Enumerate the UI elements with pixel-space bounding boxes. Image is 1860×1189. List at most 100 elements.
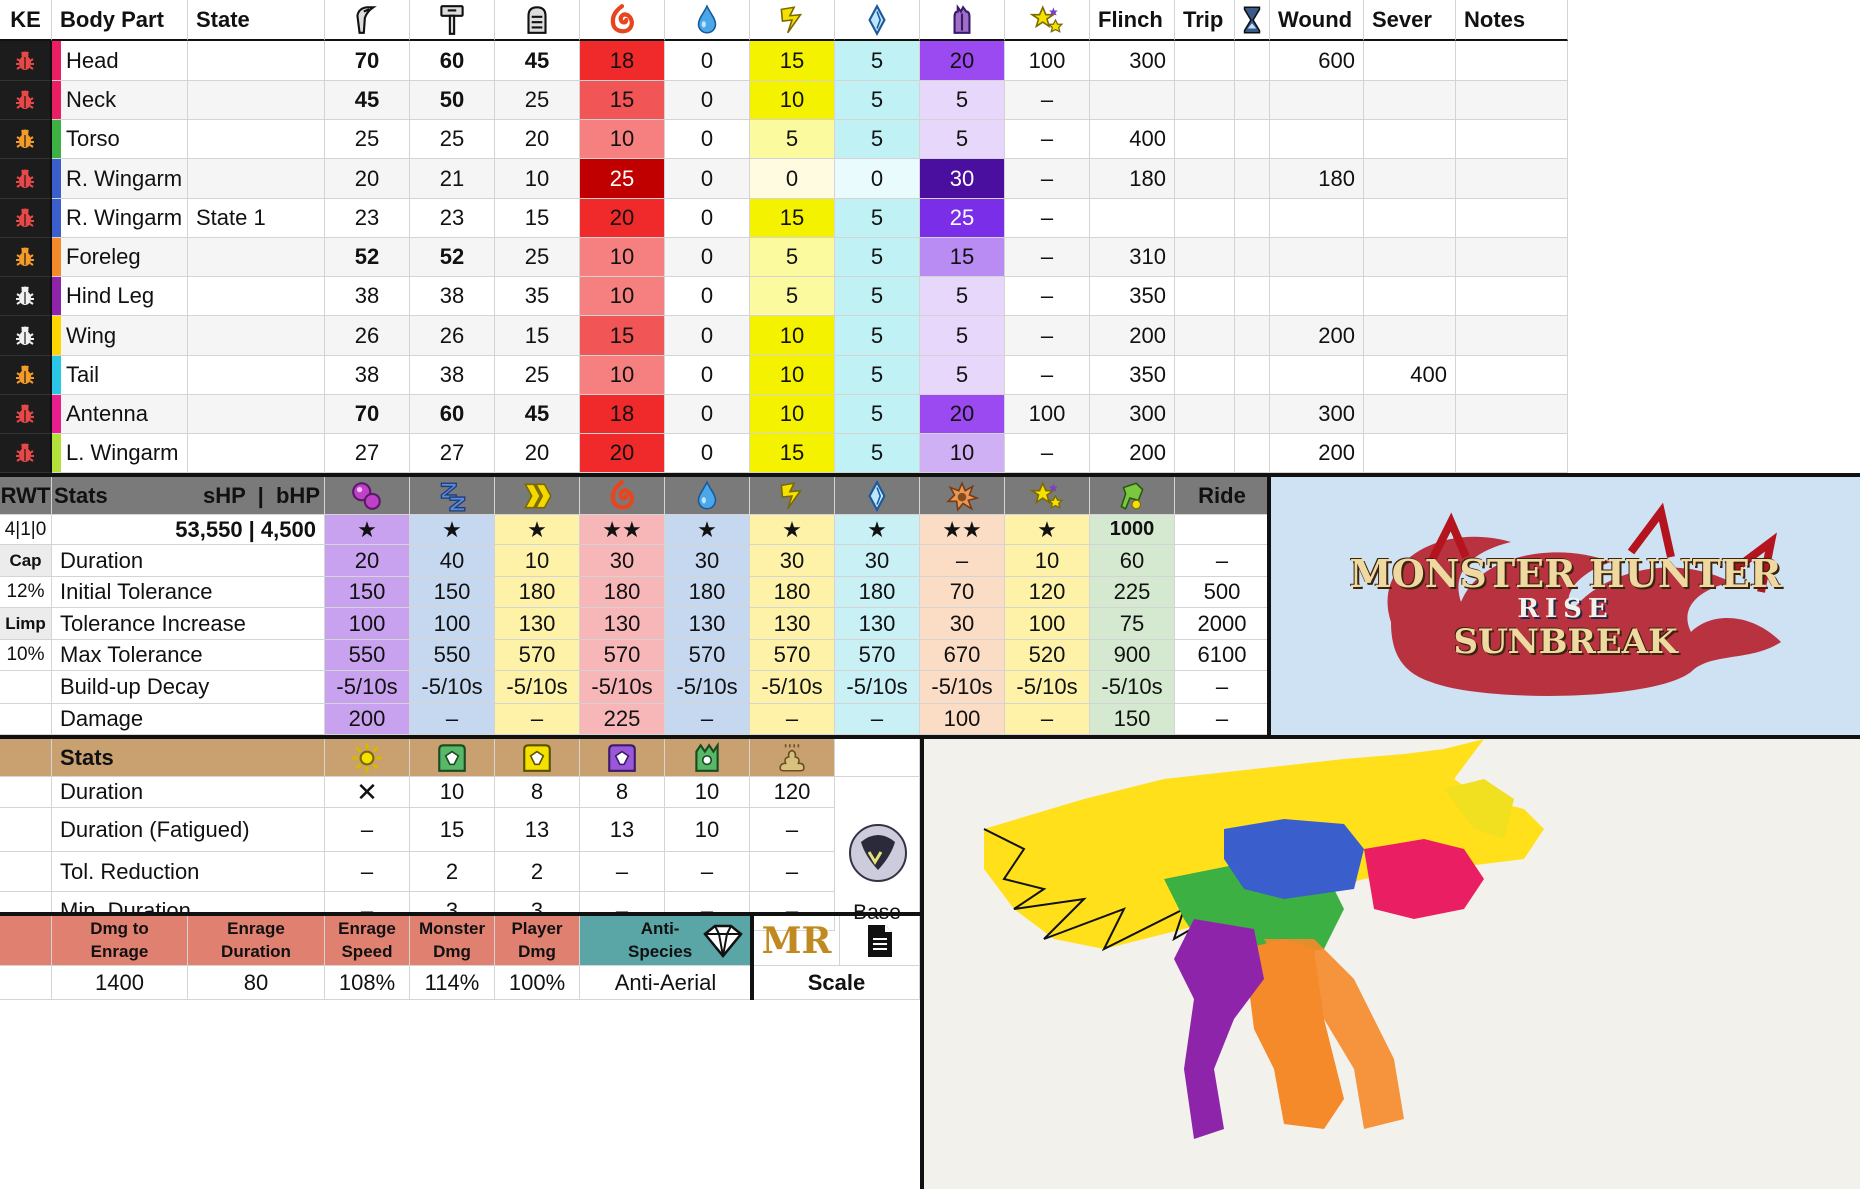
body-part-label: Hind Leg	[66, 283, 155, 308]
trap-stat-value: –	[580, 852, 665, 892]
wound-value	[1270, 81, 1364, 120]
sever-threshold-value	[1364, 277, 1456, 316]
notes-value	[1456, 434, 1568, 473]
notes-value	[1456, 316, 1568, 356]
wound-value: 600	[1270, 41, 1364, 81]
thunder-value: 5	[750, 277, 835, 316]
flash-bomb-icon	[350, 741, 384, 775]
effectiveness-rating: 1000	[1090, 515, 1175, 545]
enrage-blank	[0, 966, 52, 1000]
rank-badge: MR	[754, 916, 840, 966]
ailment-stat-value: 225	[580, 704, 665, 735]
sever-threshold-value	[1364, 238, 1456, 277]
part-color-stripe	[52, 395, 61, 433]
ailment-stat-value: -5/10s	[750, 671, 835, 704]
dragon-value: 5	[920, 120, 1005, 159]
ailment-stat-value: 520	[1005, 640, 1090, 671]
shock-trap-icon	[435, 741, 469, 775]
sever-value: 45	[325, 81, 410, 120]
flinch-value: 200	[1090, 434, 1175, 473]
dragon-value: 5	[920, 81, 1005, 120]
enrage-header: Monster Dmg	[410, 916, 495, 966]
shot-value: 25	[495, 238, 580, 277]
fireblight-icon	[605, 479, 639, 513]
body-part-name: Neck	[52, 81, 188, 120]
water-icon	[690, 3, 724, 37]
sleep-icon	[410, 477, 495, 515]
weakness-indicator	[0, 316, 52, 356]
iceblight-icon	[860, 479, 894, 513]
wound-value: 180	[1270, 159, 1364, 199]
weakness-indicator	[0, 81, 52, 120]
ailment-stat-value: 225	[1090, 577, 1175, 608]
effectiveness-rating: ★	[1005, 515, 1090, 545]
rwt-value	[0, 704, 52, 735]
body-part-label: R. Wingarm	[66, 165, 183, 191]
body-part-name: Head	[52, 41, 188, 81]
timer-value	[1235, 316, 1270, 356]
ailment-stat-value: –	[835, 704, 920, 735]
thunderblight-icon	[750, 477, 835, 515]
trip-value	[1175, 277, 1235, 316]
trap-stat-value: 10	[665, 777, 750, 808]
timer-value	[1235, 238, 1270, 277]
notes-value	[1456, 41, 1568, 81]
ailment-stat-value: 570	[580, 640, 665, 671]
sever-value: 27	[325, 434, 410, 473]
blunt-icon	[435, 3, 469, 37]
flinch-header: Flinch	[1090, 0, 1175, 41]
body-part-name: Wing	[52, 316, 188, 356]
paralysis-icon	[520, 479, 554, 513]
effectiveness-rating: ★	[410, 515, 495, 545]
thunder-icon	[775, 3, 809, 37]
stun-value: –	[1005, 81, 1090, 120]
notes-value	[1456, 199, 1568, 238]
trap-blank	[0, 852, 52, 892]
part-color-stripe	[52, 199, 61, 237]
dragon-value: 5	[920, 316, 1005, 356]
sonic-trap-icon	[690, 741, 724, 775]
blunt-value: 38	[410, 356, 495, 395]
body-part-label: Foreleg	[66, 244, 141, 269]
trip-value	[1175, 316, 1235, 356]
part-color-stripe	[52, 434, 61, 472]
ailment-stat-value: 10	[495, 545, 580, 577]
dragon-value: 20	[920, 41, 1005, 81]
pitfall-trap-icon	[495, 739, 580, 777]
state-value: State 1	[188, 199, 325, 238]
enrage-header: Enrage Speed	[325, 916, 410, 966]
weakness-indicator	[0, 356, 52, 395]
body-part-header: Body Part	[52, 0, 188, 41]
sever-value: 26	[325, 316, 410, 356]
blunt-value: 50	[410, 81, 495, 120]
trip-value	[1175, 356, 1235, 395]
ailment-stat-value: –	[1005, 704, 1090, 735]
sever-value: 70	[325, 41, 410, 81]
rwt-value: 10%	[0, 640, 52, 671]
notes-value	[1456, 395, 1568, 434]
shot-value: 25	[495, 356, 580, 395]
ailment-stat-value: -5/10s	[920, 671, 1005, 704]
anti-species-header: Anti- Species	[580, 916, 752, 966]
rwt-value: 4|1|0	[0, 515, 52, 545]
trap-stat-value: 10	[410, 777, 495, 808]
state-value	[188, 159, 325, 199]
trap-stat-value: 15	[410, 808, 495, 852]
trap-stat-value: –	[325, 852, 410, 892]
water-value: 0	[665, 395, 750, 434]
notes-header: Notes	[1456, 0, 1568, 41]
timer-value	[1235, 81, 1270, 120]
blunt-value: 38	[410, 277, 495, 316]
effectiveness-rating: ★	[835, 515, 920, 545]
shot-value: 10	[495, 159, 580, 199]
ailment-stat-value: –	[410, 704, 495, 735]
fire-value: 10	[580, 277, 665, 316]
ailment-stat-value: 180	[580, 577, 665, 608]
trap-blank	[0, 777, 52, 808]
stats-hp-header: Stats sHP | bHP	[52, 477, 325, 515]
notes-value	[1456, 356, 1568, 395]
trap-stat-label: Duration (Fatigued)	[52, 808, 325, 852]
ailment-stat-value: 130	[750, 608, 835, 640]
diagram-antenna	[1444, 779, 1514, 839]
flinch-value: 400	[1090, 120, 1175, 159]
